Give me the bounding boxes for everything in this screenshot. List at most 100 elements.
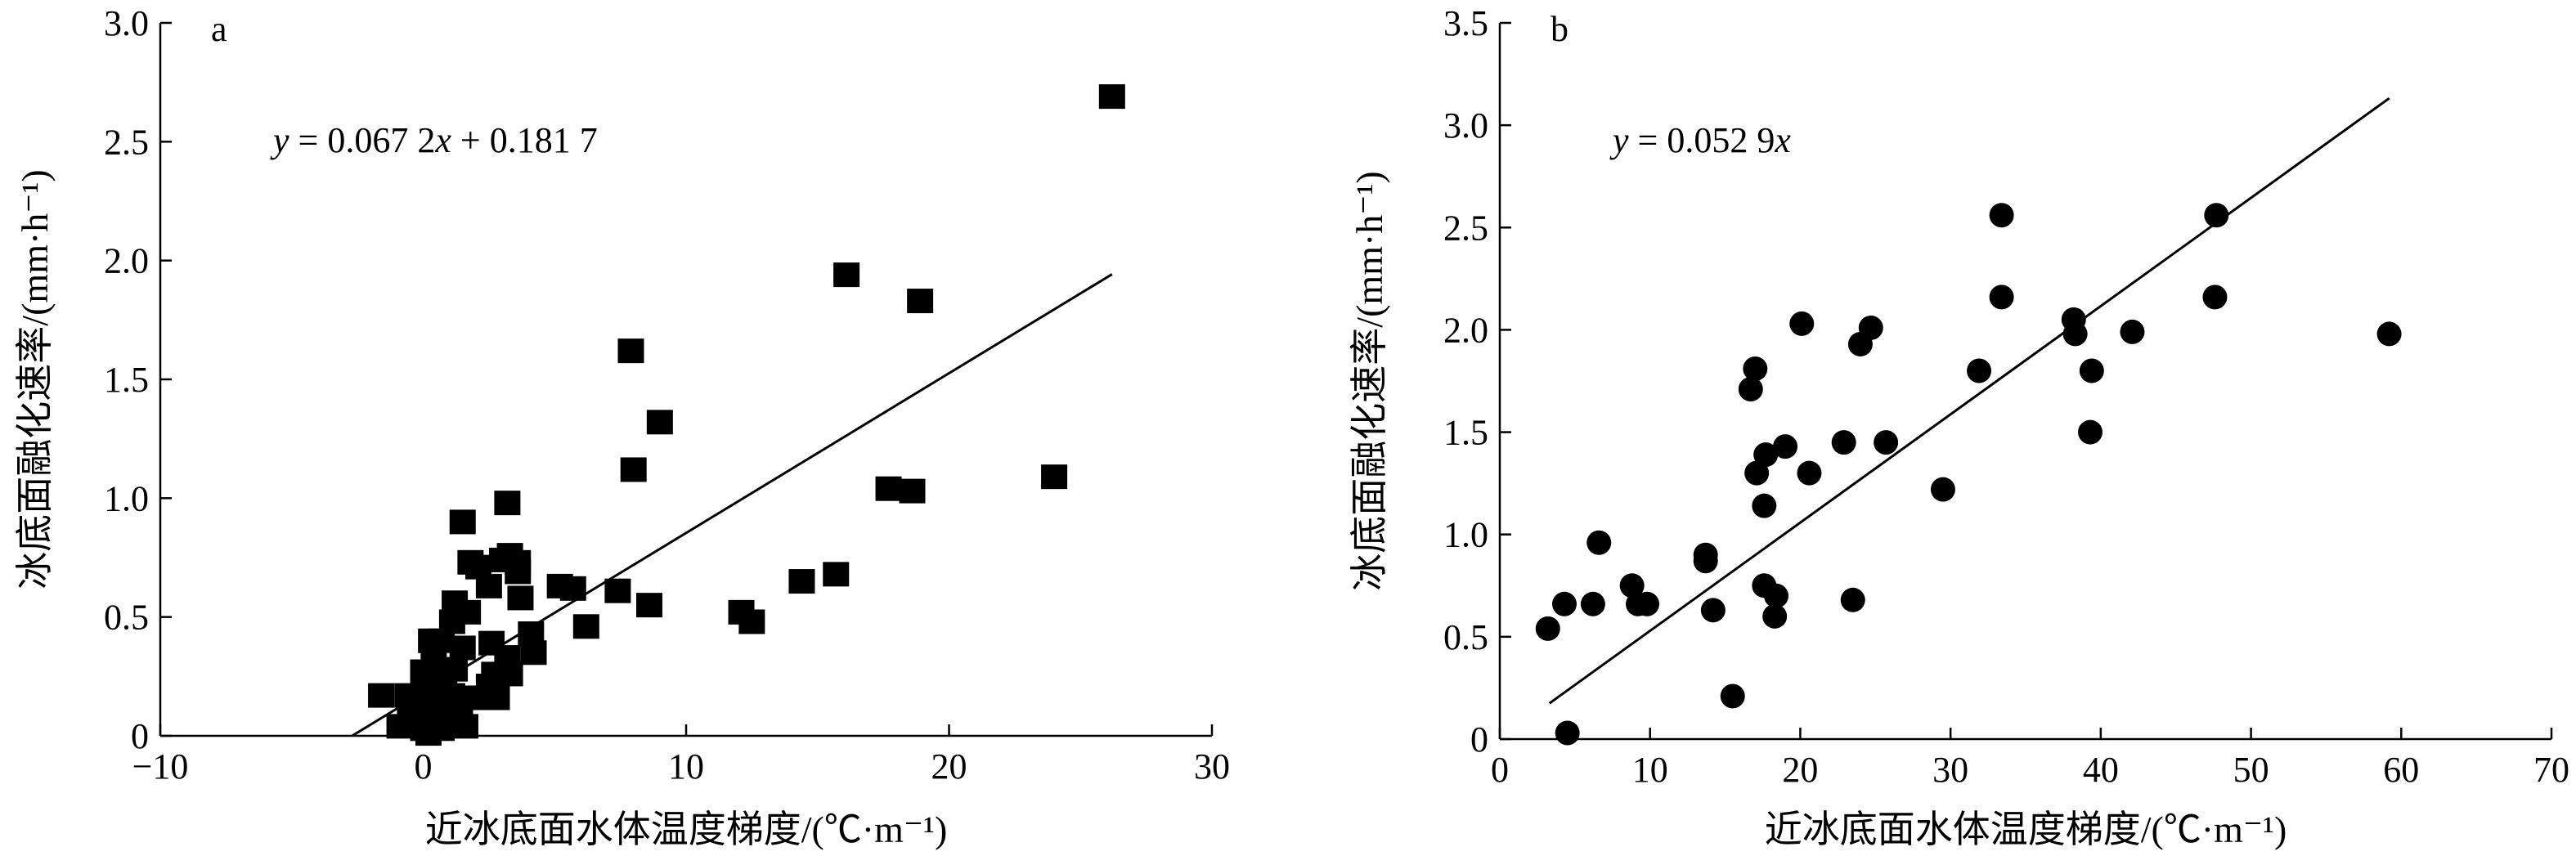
panel-b-x-ticks: 0 10 20 30 40 50 60 70 (1491, 728, 2569, 790)
panel-a-markers (368, 84, 1125, 746)
panel-a-y-ticks: 0 0.5 1.0 1.5 2.0 2.5 3.0 (104, 3, 172, 756)
panel-a-data-point (617, 338, 644, 364)
panel-a-y-tick-label: 0 (131, 716, 149, 756)
panel-a-y-axis-title: 冰底面融化速率/(mm·h⁻¹) (14, 169, 56, 589)
panel-b-data-point (1764, 583, 1789, 608)
panel-a-y-tick-label: 2.5 (104, 122, 149, 162)
panel-b-x-tick-label: 60 (2383, 750, 2419, 790)
panel-b-fit-line (1548, 96, 2390, 705)
panel-a-data-point (386, 714, 413, 739)
panel-a-data-point (823, 562, 850, 587)
panel-a-x-tick-label: 30 (1194, 746, 1230, 787)
panel-b-data-point (1789, 311, 1815, 336)
panel-b-y-ticks: 0 0.5 1.0 1.5 2.0 2.5 3.0 3.5 (1443, 3, 1511, 760)
panel-a-data-point (788, 569, 815, 594)
panel-b-x-tick-label: 50 (2233, 750, 2269, 790)
panel-b-data-point (2077, 419, 2103, 445)
panel-b-data-point (1744, 460, 1770, 486)
panel-b-x-tick-label: 40 (2083, 750, 2119, 790)
panel-b-data-point (1752, 493, 1777, 518)
panel-a-x-tick-label: 10 (668, 746, 704, 787)
panel-b-data-point (2079, 358, 2104, 383)
panel-b-data-point (1797, 460, 1822, 486)
panel-b-data-point (1535, 616, 1560, 641)
panel-a-data-point (635, 593, 662, 618)
panel-b-data-point (1619, 573, 1645, 598)
panel-a-data-point (368, 683, 395, 708)
panel-a-data-point (1041, 464, 1068, 490)
panel-b-data-point (1874, 430, 1899, 455)
panel-b-markers (1535, 203, 2402, 746)
panel-b-label: b (1551, 9, 1568, 49)
panel-a-label: a (211, 9, 227, 49)
panel-b-x-tick-label: 30 (1932, 750, 1968, 790)
panel-b-data-point (1847, 331, 1873, 356)
panel-b-data-point (1738, 377, 1763, 402)
panel-a-y-tick-label: 1.0 (104, 478, 149, 518)
panel-b-data-point (2202, 285, 2228, 310)
panel-b-x-tick-label: 0 (1491, 750, 1509, 790)
panel-b-data-point (1635, 591, 1660, 616)
panel-b-data-point (1989, 285, 2014, 310)
panel-a-data-point (875, 476, 902, 501)
panel-b-y-axis-title: 冰底面融化速率/(mm·h⁻¹) (1349, 171, 1390, 590)
panel-b-data-point (1555, 720, 1580, 746)
panel-a-data-point (475, 573, 502, 598)
panel-b-y-tick-label: 0 (1470, 719, 1488, 760)
panel-a-data-point (457, 549, 484, 575)
panel-b-data-point (2376, 321, 2402, 347)
panel-a-data-point (899, 478, 926, 504)
panel-a-data-point (494, 491, 521, 516)
panel-b-data-point (1753, 442, 1779, 468)
panel-a-x-ticks: −10 0 10 20 30 (132, 724, 1230, 787)
panel-b-y-tick-label: 3.0 (1443, 105, 1488, 146)
panel-b-data-point (1930, 477, 1955, 502)
panel-b-axes (1498, 23, 2551, 741)
panel-a-data-point (507, 585, 534, 611)
panel-a-x-tick-label: 20 (931, 746, 967, 787)
panel-b-x-tick-label: 20 (1782, 750, 1818, 790)
panel-a-y-tick-label: 3.0 (104, 3, 149, 43)
panel-a-data-point (907, 289, 934, 314)
panel-a-data-point (451, 714, 478, 739)
panel-b-data-point (1720, 683, 1745, 709)
panel-a-data-point (505, 559, 532, 585)
panel-b-data-point (1967, 358, 1992, 383)
panel-b-y-tick-label: 1.5 (1443, 413, 1488, 453)
panel-b-x-tick-label: 10 (1632, 750, 1668, 790)
panel-a-fit-line (351, 273, 1113, 737)
panel-b-data-point (2120, 319, 2145, 344)
panel-b-data-point (1840, 587, 1865, 612)
panel-b: 0 10 20 30 40 50 60 70 0 0.5 1.0 1.5 2.0 2.5 3.0 3.5 b… (1349, 3, 2569, 850)
panel-a-data-point (455, 599, 482, 625)
panel-b-data-point (1551, 591, 1577, 616)
panel-a-x-tick-label: 0 (415, 746, 433, 787)
panel-b-data-point (1580, 591, 1605, 616)
panel-b-data-point (1586, 530, 1612, 555)
panel-b-data-point (1989, 203, 2014, 228)
panel-a-data-point (604, 578, 631, 603)
panel-b-y-tick-label: 3.5 (1443, 3, 1488, 43)
panel-b-data-point (1693, 549, 1718, 574)
panel-a-equation: y = 0.067 2x + 0.181 7 (270, 120, 598, 160)
panel-b-data-point (1700, 598, 1726, 623)
panel-b-data-point (1762, 603, 1788, 629)
panel-a-data-point (1098, 84, 1125, 110)
panel-a-data-point (833, 262, 860, 288)
panel-a-x-axis-title: 近冰底面水体温度梯度/(℃·m⁻¹) (425, 809, 948, 850)
panel-b-data-point (2204, 203, 2229, 228)
panel-a-data-point (415, 721, 442, 746)
panel-a-y-tick-label: 0.5 (104, 598, 149, 638)
panel-b-x-axis-title: 近冰底面水体温度梯度/(℃·m⁻¹) (1765, 809, 2287, 850)
panel-b-y-tick-label: 1.0 (1443, 515, 1488, 555)
panel-a-data-point (449, 635, 476, 661)
panel-a-y-tick-label: 1.5 (104, 360, 149, 400)
panel-b-equation: y = 0.052 9x (1609, 120, 1791, 160)
panel-a: −10 0 10 20 30 00.51.01.52.02.53.0 a y = 0.0… (14, 3, 1230, 850)
panel-a-data-point (483, 685, 510, 710)
panel-a-y-tick-label: 2.0 (104, 241, 149, 281)
panel-b-data-point (1743, 356, 1768, 381)
panel-a-x-tick-label: −10 (132, 746, 189, 787)
panel-b-y-tick-label: 2.5 (1443, 208, 1488, 248)
